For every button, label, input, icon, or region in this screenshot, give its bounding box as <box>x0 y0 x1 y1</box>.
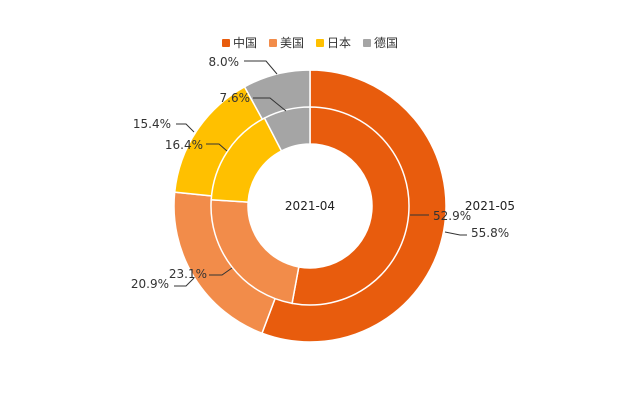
legend-item-china[interactable]: 中国 <box>221 34 257 51</box>
outer-leader-usa <box>174 277 195 287</box>
legend-item-usa[interactable]: 美国 <box>268 34 304 51</box>
inner-leader-usa <box>209 267 233 276</box>
legend-swatch-china <box>221 38 230 47</box>
outer-leader-germany <box>244 60 278 75</box>
inner-leader-japan <box>206 143 228 152</box>
legend-swatch-usa <box>268 38 277 47</box>
outer-label-japan: 15.4% <box>133 117 171 131</box>
legend-label-japan: 日本 <box>327 36 352 50</box>
inner-ring-series-label: 2021-04 <box>285 199 335 213</box>
inner-leader-germany <box>253 97 287 112</box>
inner-label-china: 52.9% <box>433 209 471 223</box>
legend-item-germany[interactable]: 德国 <box>363 34 398 51</box>
inner-label-germany: 7.6% <box>220 91 251 105</box>
legend-label-china: 中国 <box>232 36 257 50</box>
legend-label-usa: 美国 <box>279 36 304 50</box>
inner-label-japan: 16.4% <box>165 138 203 152</box>
outer-label-usa: 20.9% <box>131 277 169 291</box>
inner-slice-germany[interactable] <box>263 106 311 152</box>
outer-ring-series-label: 2021-05 <box>465 199 515 213</box>
legend-label-germany: 德国 <box>374 36 399 50</box>
legend-swatch-japan <box>316 38 324 47</box>
outer-label-china: 55.8% <box>471 226 509 240</box>
legend-item-japan[interactable]: 日本 <box>316 34 351 51</box>
inner-slice-china[interactable] <box>291 106 410 306</box>
inner-label-usa: 23.1% <box>169 267 207 281</box>
outer-leader-china <box>444 231 467 236</box>
legend: 中国 美国 日本 德国 <box>0 34 620 51</box>
legend-swatch-germany <box>363 38 372 47</box>
outer-label-germany: 8.0% <box>209 55 240 69</box>
outer-leader-japan <box>176 123 195 133</box>
